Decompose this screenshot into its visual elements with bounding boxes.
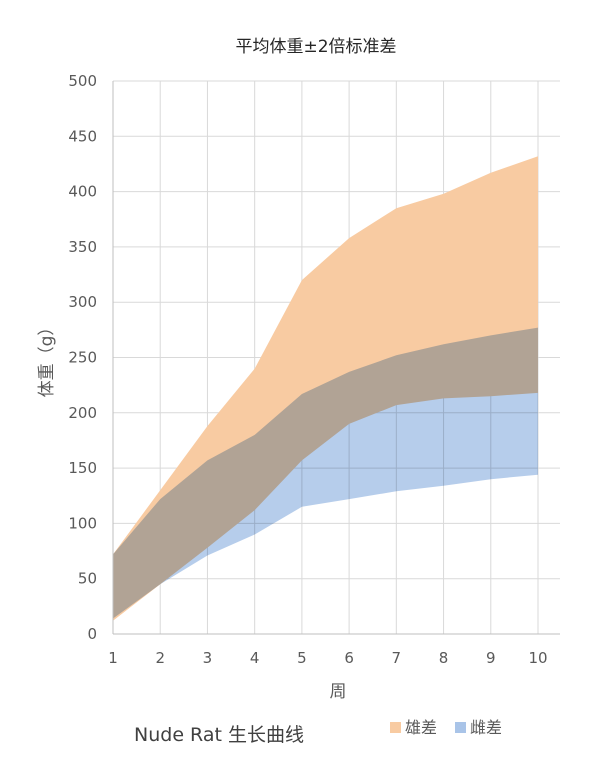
x-tick-label: 9 bbox=[486, 649, 496, 667]
y-tick-label: 50 bbox=[78, 570, 97, 588]
chart-caption: Nude Rat 生长曲线 bbox=[134, 724, 304, 746]
chart-title: 平均体重±2倍标准差 bbox=[235, 37, 396, 57]
x-tick-label: 3 bbox=[203, 649, 213, 667]
x-tick-label: 4 bbox=[250, 649, 260, 667]
y-tick-label: 150 bbox=[68, 459, 97, 477]
legend: 雄差 雌差 bbox=[390, 718, 502, 737]
y-tick-label: 250 bbox=[68, 349, 97, 367]
x-axis-title: 周 bbox=[330, 682, 347, 702]
legend-label-2: 雌差 bbox=[470, 718, 502, 737]
x-tick-label: 1 bbox=[108, 649, 118, 667]
y-tick-label: 200 bbox=[68, 404, 97, 422]
x-tick-label: 10 bbox=[528, 649, 547, 667]
legend-label-1: 雄差 bbox=[405, 718, 437, 737]
y-tick-label: 350 bbox=[68, 238, 97, 256]
y-tick-label: 500 bbox=[68, 72, 97, 90]
y-tick-label: 400 bbox=[68, 183, 97, 201]
y-tick-label: 0 bbox=[87, 625, 97, 643]
axes: 0 50 100 150 200 250 300 350 400 450 500 1 2 3 4 5 6 7 8 9 1… bbox=[68, 72, 560, 667]
x-tick-label: 2 bbox=[155, 649, 165, 667]
legend-swatch-1 bbox=[390, 722, 401, 733]
y-tick-label: 100 bbox=[68, 514, 97, 532]
x-tick-label: 7 bbox=[392, 649, 402, 667]
x-tick-label: 5 bbox=[297, 649, 307, 667]
legend-swatch-2 bbox=[455, 722, 466, 733]
x-tick-label: 8 bbox=[439, 649, 449, 667]
y-tick-label: 450 bbox=[68, 127, 97, 145]
y-tick-label: 300 bbox=[68, 293, 97, 311]
x-tick-label: 6 bbox=[344, 649, 354, 667]
y-axis-title: 体重（g） bbox=[37, 319, 57, 398]
plot-areas bbox=[113, 156, 538, 621]
series-area-2 bbox=[113, 327, 538, 619]
